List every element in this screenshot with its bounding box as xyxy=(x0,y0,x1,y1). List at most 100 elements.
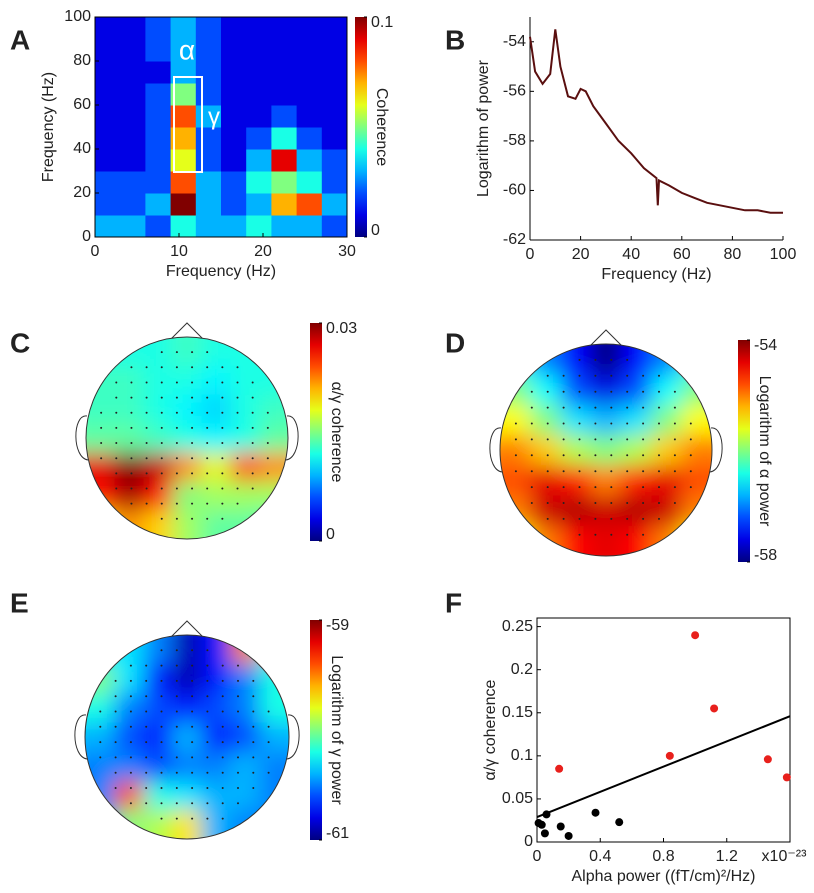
y-tick-label: 100 xyxy=(64,8,91,25)
topomap-cell xyxy=(86,452,116,483)
y-tick-label: 0 xyxy=(82,228,91,245)
topomap-cell xyxy=(86,481,116,512)
sensor xyxy=(689,438,692,441)
sensor xyxy=(160,517,163,520)
heatmap-cell xyxy=(296,193,323,216)
topomap-cell xyxy=(590,465,623,497)
sensor xyxy=(626,358,629,361)
sensor xyxy=(175,664,178,667)
heatmap-cell xyxy=(170,39,197,62)
ear xyxy=(75,415,89,461)
sensor xyxy=(160,442,163,445)
sensor xyxy=(221,725,224,728)
topomap-cell xyxy=(651,434,683,467)
nose xyxy=(170,620,204,638)
sensor xyxy=(530,390,533,393)
sensor xyxy=(175,396,178,399)
sensor xyxy=(266,457,269,460)
sensor xyxy=(99,756,102,759)
heatmap-cell xyxy=(195,39,222,62)
sensor xyxy=(237,664,239,667)
highlight-box xyxy=(173,76,203,173)
topomap-cell xyxy=(259,664,289,695)
heatmap-cell xyxy=(321,39,348,62)
sensor xyxy=(237,695,239,698)
sensor xyxy=(206,817,209,820)
sensor xyxy=(689,470,692,473)
sensor xyxy=(160,351,163,354)
sensor xyxy=(236,457,239,460)
sensor xyxy=(206,679,209,682)
sensor xyxy=(237,756,239,759)
sensor xyxy=(610,374,613,377)
topomap-cell xyxy=(230,452,261,483)
heatmap-cell xyxy=(95,127,121,150)
sensor xyxy=(160,741,163,744)
sensor xyxy=(129,787,132,789)
sensor xyxy=(160,710,163,713)
point xyxy=(591,808,600,817)
sensor xyxy=(191,664,194,667)
heatmap-cell xyxy=(271,127,298,150)
sensor xyxy=(236,366,239,369)
sensor xyxy=(145,381,148,384)
sensor xyxy=(221,396,224,399)
sensor xyxy=(578,502,581,504)
sensor xyxy=(99,710,102,713)
topomap-cell xyxy=(500,495,532,527)
topomap-cell xyxy=(230,809,261,839)
sensor xyxy=(237,787,239,789)
sensor xyxy=(191,457,194,460)
topomap-cell xyxy=(500,404,532,436)
topomap-cell xyxy=(230,365,261,396)
heatmap-cell xyxy=(221,127,247,150)
sensor xyxy=(191,396,194,399)
topomap-cell xyxy=(143,751,174,782)
heatmap-cell xyxy=(120,193,146,216)
sensor xyxy=(610,486,613,489)
point xyxy=(710,704,719,713)
y-axis-label: α/γ coherence xyxy=(482,679,499,780)
topomap-cell xyxy=(230,510,261,539)
sensor xyxy=(130,457,133,460)
topomap-cell xyxy=(201,693,232,724)
sensor xyxy=(252,787,255,789)
sensor xyxy=(530,470,533,473)
heatmap-cell xyxy=(296,83,323,106)
heatmap-cell xyxy=(221,149,247,172)
sensor xyxy=(642,470,645,473)
sensor xyxy=(626,438,629,441)
topomap-cell xyxy=(621,465,653,497)
sensor xyxy=(221,472,224,475)
point xyxy=(537,820,546,829)
sensor xyxy=(160,457,163,460)
topomap-cell xyxy=(530,404,562,436)
topomap-cell xyxy=(621,434,653,467)
topomap-cell xyxy=(530,374,562,406)
x-tick-label: 0.8 xyxy=(652,848,674,865)
colorbar-tick-label: -58 xyxy=(754,547,777,564)
sensor xyxy=(114,787,117,789)
sensor xyxy=(145,695,148,698)
sensor xyxy=(673,454,676,457)
sensor xyxy=(626,533,629,536)
sensor xyxy=(673,390,676,393)
topomap-cell xyxy=(85,693,116,724)
sensor xyxy=(562,454,565,457)
sensor xyxy=(658,502,660,504)
heatmap-cell xyxy=(120,17,146,40)
sensor xyxy=(266,472,269,475)
sensor xyxy=(642,517,645,520)
sensor xyxy=(221,771,224,774)
heatmap-cell xyxy=(321,61,348,84)
topomap-cell xyxy=(560,344,592,376)
sensor xyxy=(546,517,549,520)
sensor xyxy=(626,454,629,457)
topomap-cell xyxy=(621,374,653,406)
colorbar-tick-label: 0.1 xyxy=(371,14,393,31)
sensor xyxy=(160,426,163,429)
sensor xyxy=(129,756,132,759)
sensor xyxy=(514,454,517,457)
topomap-field xyxy=(500,344,712,556)
